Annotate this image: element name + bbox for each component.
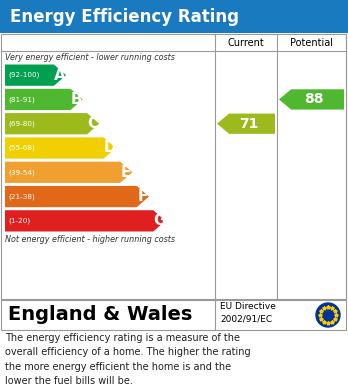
Text: The energy efficiency rating is a measure of the
overall efficiency of a home. T: The energy efficiency rating is a measur… <box>5 333 251 386</box>
Text: Very energy efficient - lower running costs: Very energy efficient - lower running co… <box>5 52 175 61</box>
Text: F: F <box>137 189 148 204</box>
Text: (92-100): (92-100) <box>8 72 39 78</box>
Polygon shape <box>5 137 116 159</box>
Text: EU Directive
2002/91/EC: EU Directive 2002/91/EC <box>220 302 276 324</box>
Polygon shape <box>5 89 82 110</box>
Text: D: D <box>103 140 116 156</box>
Text: (21-38): (21-38) <box>8 193 35 200</box>
Bar <box>0 0 348 33</box>
Text: B: B <box>71 92 82 107</box>
Text: C: C <box>88 116 99 131</box>
Text: Current: Current <box>228 38 264 47</box>
Text: G: G <box>153 213 166 228</box>
Text: England & Wales: England & Wales <box>8 305 192 325</box>
Text: (39-54): (39-54) <box>8 169 35 176</box>
Text: E: E <box>121 165 132 180</box>
Polygon shape <box>5 65 66 86</box>
Text: (55-68): (55-68) <box>8 145 35 151</box>
Bar <box>1 300 346 330</box>
Polygon shape <box>5 210 165 231</box>
Text: Energy Efficiency Rating: Energy Efficiency Rating <box>10 7 239 25</box>
Text: (69-80): (69-80) <box>8 120 35 127</box>
Polygon shape <box>279 89 344 109</box>
Polygon shape <box>5 113 99 135</box>
Text: 88: 88 <box>304 92 324 106</box>
Text: (1-20): (1-20) <box>8 218 30 224</box>
Text: A: A <box>54 68 66 83</box>
Polygon shape <box>5 186 149 207</box>
Text: (81-91): (81-91) <box>8 96 35 103</box>
Circle shape <box>316 303 340 327</box>
Text: Potential: Potential <box>290 38 333 47</box>
Polygon shape <box>5 161 132 183</box>
Polygon shape <box>217 113 275 134</box>
Bar <box>1 34 346 299</box>
Text: 71: 71 <box>239 117 258 131</box>
Text: Not energy efficient - higher running costs: Not energy efficient - higher running co… <box>5 235 175 244</box>
